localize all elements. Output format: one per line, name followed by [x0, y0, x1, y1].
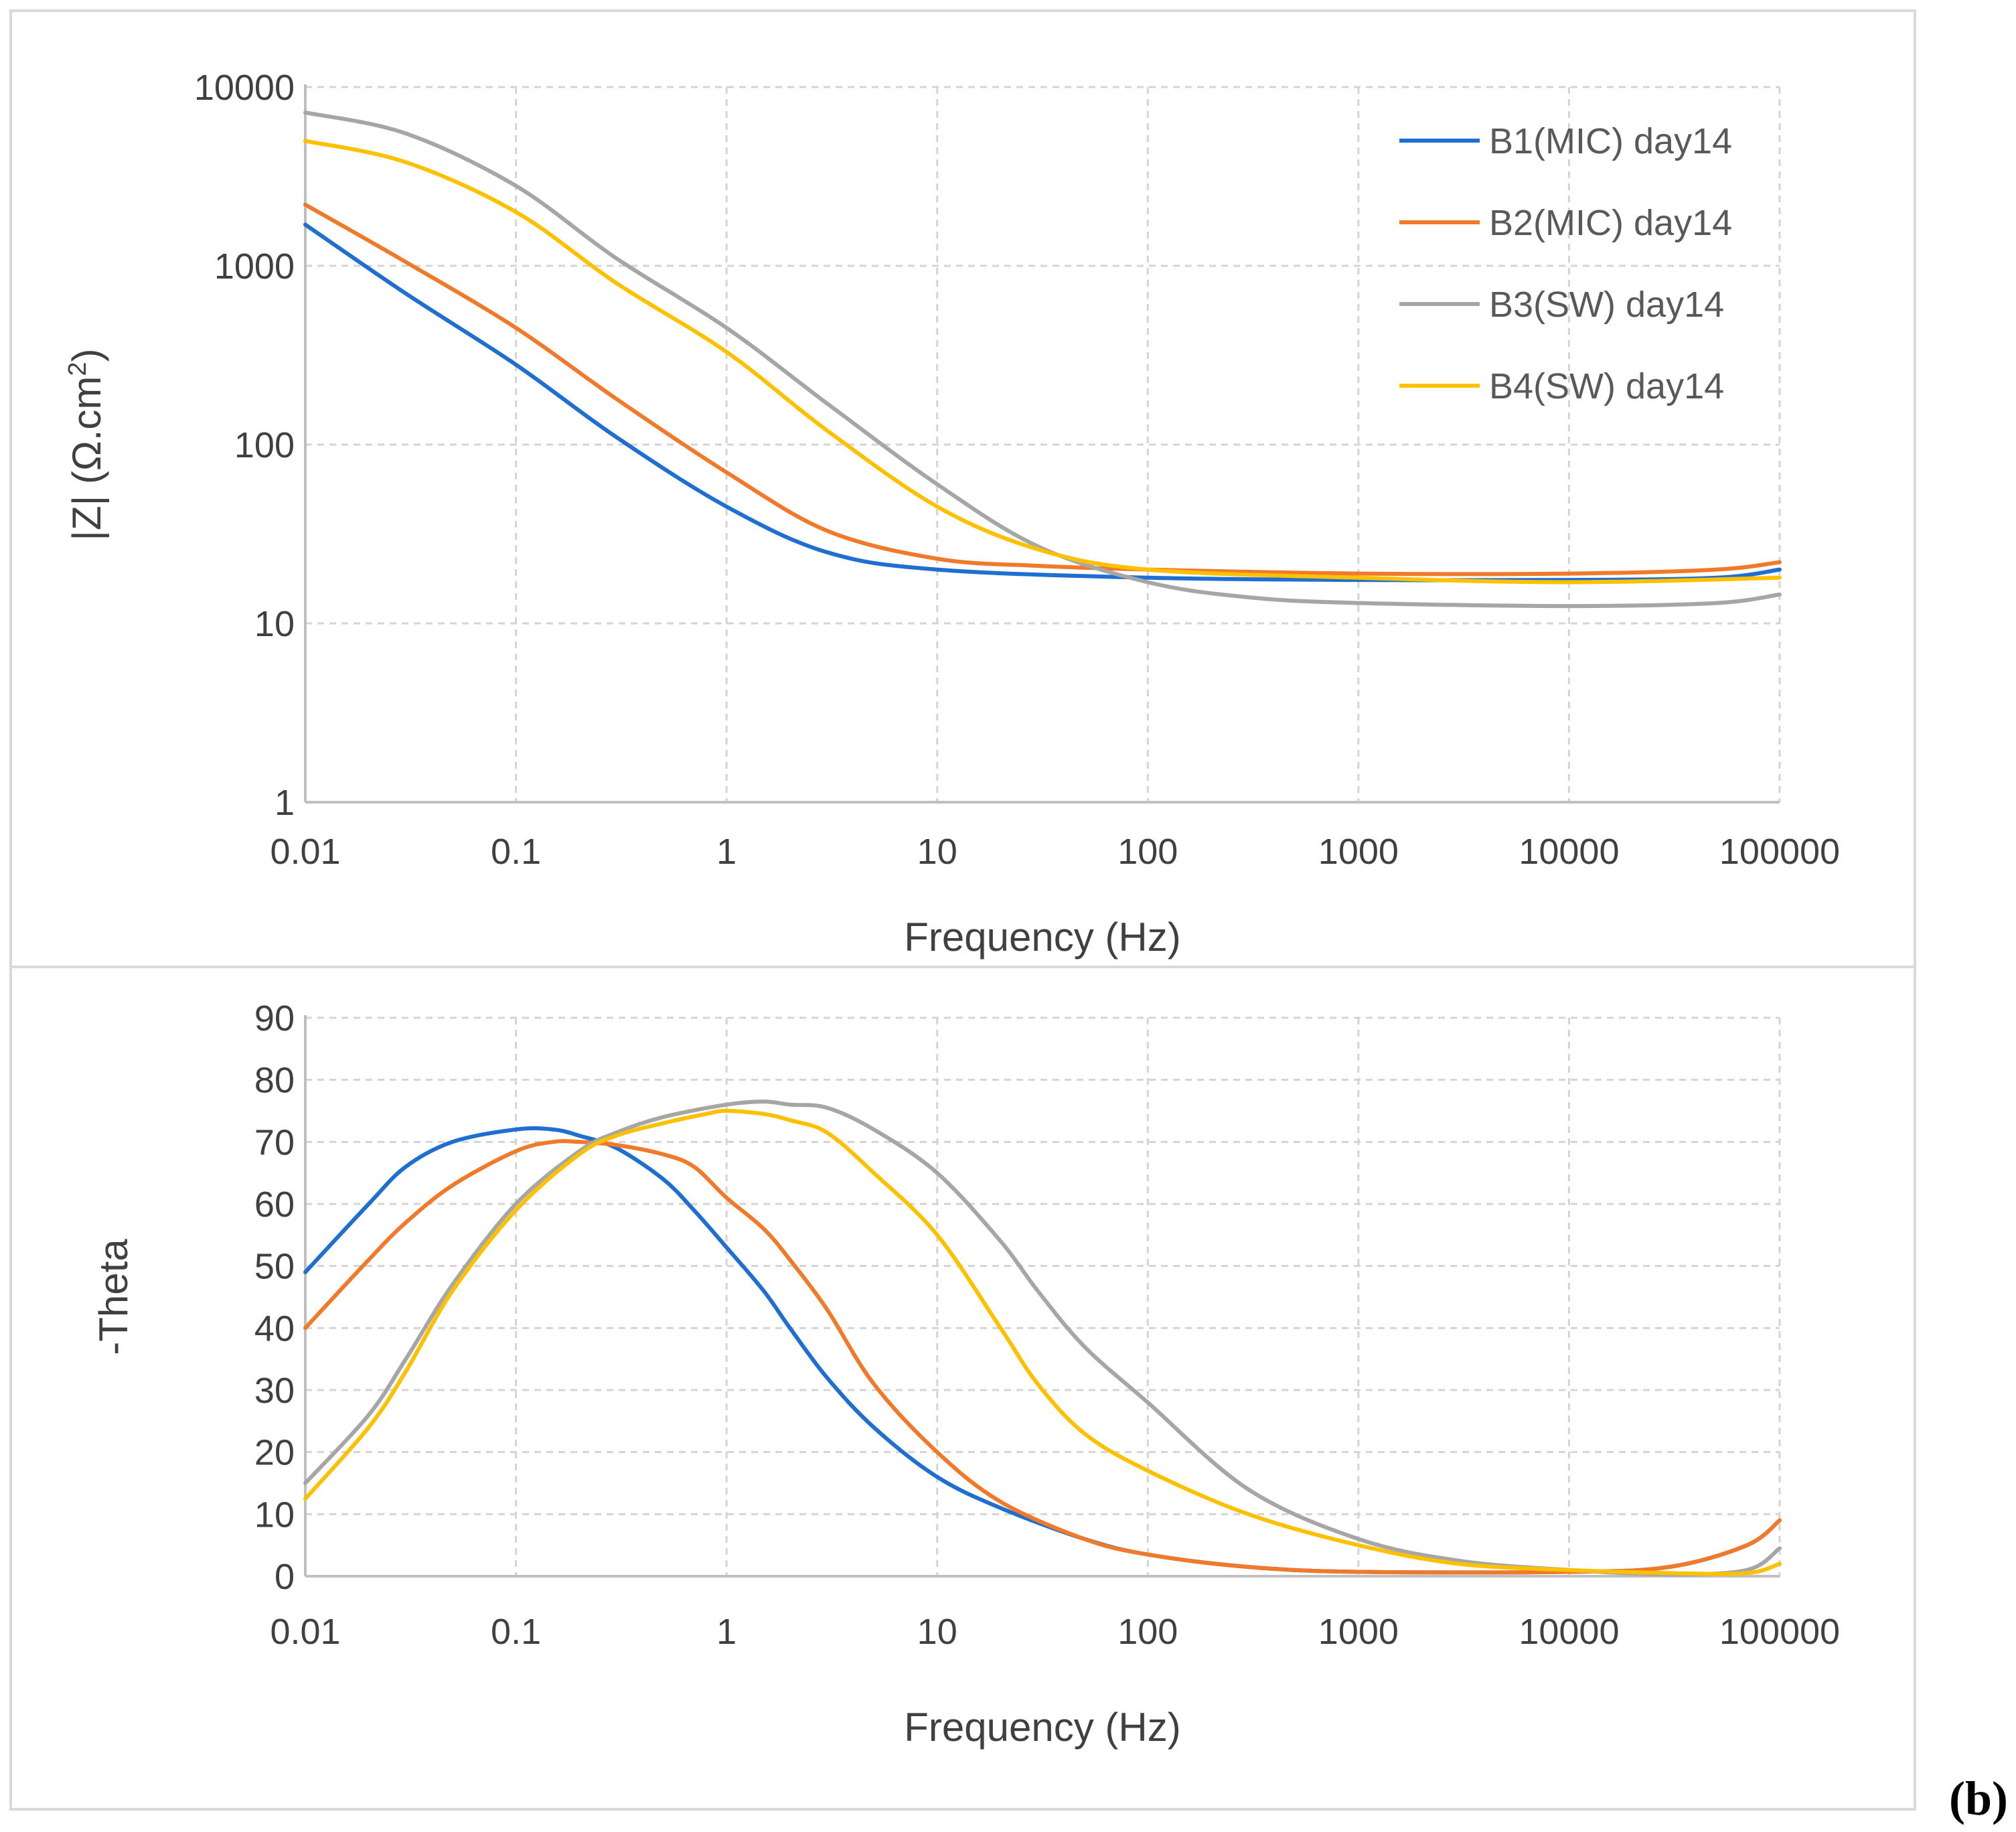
phase-series-b4-line	[303, 1109, 1782, 1576]
impedance-series-b1-line	[303, 222, 1782, 583]
impedance-series-b4-line	[303, 139, 1782, 585]
impedance-series-b2-line	[303, 202, 1782, 577]
impedance-x-tick-label: 0.01	[270, 832, 340, 872]
impedance-y-tick-label: 100	[234, 425, 295, 465]
phase-x-tick-label: 1	[716, 1612, 736, 1652]
phase-series-b3-line	[303, 1099, 1782, 1577]
impedance-x-axis-title: Frequency (Hz)	[904, 915, 1180, 960]
phase-y-tick-label: 90	[254, 998, 295, 1039]
impedance-y-tick-label: 10	[254, 604, 295, 644]
phase-y-tick-label: 70	[254, 1122, 295, 1162]
phase-x-tick-label: 10000	[1519, 1612, 1619, 1652]
phase-y-tick-label: 0	[275, 1557, 295, 1597]
impedance-y-axis-title-main: |Z| (Ω.cm	[64, 376, 109, 541]
legend-label-b2: B2(MIC) day14	[1489, 203, 1732, 243]
phase-chart: 0.01 0.1 1 10 100 1000 10000 100000 0 10 20 30 40 50 6…	[91, 998, 1840, 1750]
impedance-x-tick-label: 1000	[1318, 832, 1399, 872]
phase-y-tick-label: 80	[254, 1061, 295, 1101]
phase-y-tick-label: 20	[254, 1433, 295, 1473]
top-panel-frame	[9, 9, 1916, 968]
impedance-series-b3-line	[303, 110, 1782, 609]
legend-label-b3: B3(SW) day14	[1489, 285, 1724, 325]
impedance-x-tick-label: 1	[716, 832, 736, 872]
phase-series-b2-line	[303, 1139, 1782, 1575]
bottom-panel-frame	[9, 966, 1916, 1811]
impedance-y-axis-title-sup: 2	[64, 362, 92, 376]
phase-x-axis-title: Frequency (Hz)	[904, 1705, 1180, 1750]
legend: B1(MIC) day14 B2(MIC) day14 B3(SW) day14 B4…	[1399, 121, 1732, 406]
impedance-y-axis-title: |Z| (Ω.cm2)	[64, 348, 109, 540]
phase-y-tick-label: 50	[254, 1247, 295, 1287]
impedance-x-tick-label: 10	[917, 832, 957, 872]
impedance-x-tick-label: 10000	[1519, 832, 1619, 872]
panel-label: (b)	[1949, 1772, 2008, 1825]
phase-x-tick-label: 100	[1117, 1612, 1178, 1652]
phase-y-tick-label: 40	[254, 1308, 295, 1349]
phase-y-axis-title: -Theta	[91, 1239, 136, 1355]
impedance-y-tick-label: 10000	[194, 68, 295, 108]
impedance-y-axis-title-close: )	[64, 348, 109, 362]
legend-label-b4: B4(SW) day14	[1489, 366, 1724, 406]
impedance-chart: 0.01 0.1 1 10 100 1000 10000 100000 1 10 100 1000 10…	[64, 68, 1840, 960]
legend-label-b1: B1(MIC) day14	[1489, 121, 1732, 161]
phase-x-tick-label: 0.01	[270, 1612, 340, 1652]
impedance-x-tick-label: 100000	[1719, 832, 1840, 872]
phase-y-tick-label: 10	[254, 1495, 295, 1535]
impedance-x-tick-label: 0.1	[491, 832, 541, 872]
phase-y-tick-label: 30	[254, 1371, 295, 1411]
phase-y-tick-label: 60	[254, 1185, 295, 1225]
phase-x-tick-label: 0.1	[491, 1612, 541, 1652]
impedance-y-tick-label: 1000	[214, 246, 295, 287]
phase-x-tick-label: 100000	[1719, 1612, 1840, 1652]
impedance-x-tick-label: 100	[1117, 832, 1178, 872]
impedance-y-tick-label: 1	[275, 783, 295, 823]
phase-x-tick-label: 10	[917, 1612, 957, 1652]
phase-x-tick-label: 1000	[1318, 1612, 1399, 1652]
